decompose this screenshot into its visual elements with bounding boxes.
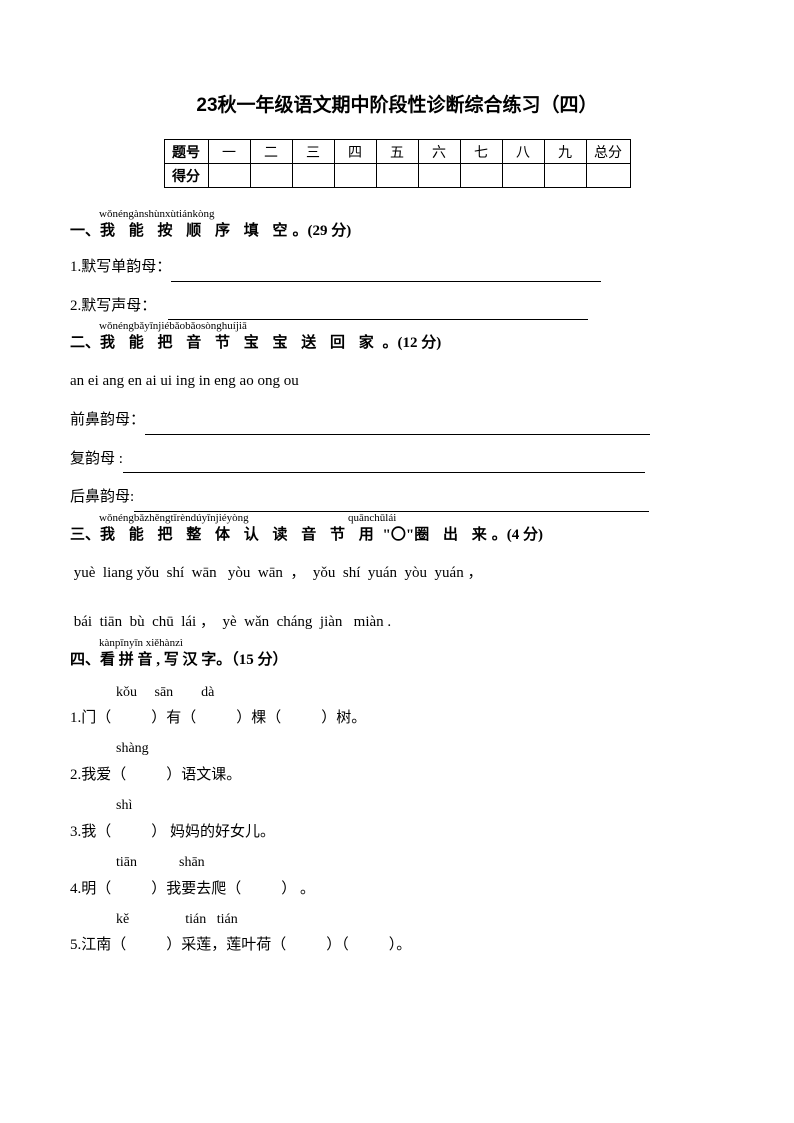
s4-item-3: shì 3.我（ ） 妈妈的好女儿。 xyxy=(70,795,724,846)
score-4 xyxy=(334,164,376,188)
s2-l3: 后鼻韵母: xyxy=(70,483,724,512)
s4-5-text: 5.江南（ ）采莲，莲叶荷（ ）（ ）。 xyxy=(70,931,724,960)
t: ）有（ xyxy=(151,710,196,726)
s2-l1: 前鼻韵母： xyxy=(70,406,724,435)
s4-1-text: 1.门（ ）有（ ）棵（ ）树。 xyxy=(70,704,724,733)
s4-item-2: shàng 2.我爱（ ）语文课。 xyxy=(70,738,724,789)
section-3: wǒnéngbǎzhěngtǐrèndúyīnjiéyòng quānchūlá… xyxy=(70,522,724,639)
s4-4-py: tiān shān xyxy=(116,852,724,874)
s4-pinyin: kànpīnyīn xiěhànzì xyxy=(99,634,183,654)
s3-pre: 三、 xyxy=(70,527,100,543)
s2-l3-label: 后鼻韵母: xyxy=(70,489,134,505)
t: ）语文课。 xyxy=(166,767,241,783)
section-1-heading: wǒnéngànshùnxùtiánkòng 一、我 能 按 顺 序 填 空。(… xyxy=(70,218,724,245)
s1-post: 。(29 分) xyxy=(293,223,352,239)
s2-pre: 二、 xyxy=(70,335,100,351)
s2-pinyin: wǒnéngbǎyīnjiébǎobǎosònghuíjiā xyxy=(99,317,247,337)
t: 1.门（ xyxy=(70,710,111,726)
t: ） 妈妈的好女儿。 xyxy=(151,824,275,840)
s1-pre: 一、 xyxy=(70,223,100,239)
score-1 xyxy=(208,164,250,188)
col-7: 七 xyxy=(460,140,502,164)
score-6 xyxy=(418,164,460,188)
score-total xyxy=(586,164,630,188)
s4-item-4: tiān shān 4.明（ ）我要去爬（ ） 。 xyxy=(70,852,724,903)
s1-q1: 1.默写单韵母： xyxy=(70,253,724,282)
s1-q1-label: 1.默写单韵母： xyxy=(70,259,171,275)
s4-item-1: kǒu sān dà 1.门（ ）有（ ）棵（ ）树。 xyxy=(70,682,724,733)
blank-line xyxy=(171,264,601,282)
s2-syllables: an ei ang en ai ui ing in eng ao ong ou xyxy=(70,365,724,398)
s4-3-py: shì xyxy=(116,795,724,817)
s3-post: 。(4 分) xyxy=(492,527,543,543)
s3-mid: "〇" xyxy=(379,527,414,543)
s4-2-py: shàng xyxy=(116,738,724,760)
col-8: 八 xyxy=(502,140,544,164)
col-4: 四 xyxy=(334,140,376,164)
col-9: 九 xyxy=(544,140,586,164)
t: ）（ xyxy=(326,937,349,953)
s3-pinyin2: quānchūlái xyxy=(348,509,396,529)
section-2-heading: wǒnéngbǎyīnjiébǎobǎosònghuíjiā 二、我 能 把 音… xyxy=(70,330,724,357)
s4-4-text: 4.明（ ）我要去爬（ ） 。 xyxy=(70,875,724,904)
blank-line xyxy=(145,417,650,435)
col-5: 五 xyxy=(376,140,418,164)
t: 5.江南（ xyxy=(70,937,126,953)
s4-5-py: kě tián tián xyxy=(116,909,724,931)
s3-pinyin1: wǒnéngbǎzhěngtǐrèndúyīnjiéyòng xyxy=(99,509,249,529)
s4-item-5: kě tián tián 5.江南（ ）采莲，莲叶荷（ ）（ ）。 xyxy=(70,909,724,960)
t: ）棵（ xyxy=(236,710,281,726)
s1-chars: 我 能 按 顺 序 填 空 xyxy=(100,223,293,239)
s2-chars: 我 能 把 音 节 宝 宝 送 回 家 xyxy=(100,335,379,351)
score-9 xyxy=(544,164,586,188)
col-3: 三 xyxy=(292,140,334,164)
t: 3.我（ xyxy=(70,824,111,840)
s4-3-text: 3.我（ ） 妈妈的好女儿。 xyxy=(70,818,724,847)
s2-l2: 复韵母 : xyxy=(70,445,724,474)
section-4: kànpīnyīn xiěhànzì 四、看 拼 音 , 写 汉 字。（15 分… xyxy=(70,647,724,960)
s1-q2-label: 2.默写声母： xyxy=(70,298,156,314)
score-8 xyxy=(502,164,544,188)
s2-l1-label: 前鼻韵母： xyxy=(70,412,145,428)
t: ）。 xyxy=(389,937,412,953)
s2-l2-label: 复韵母 : xyxy=(70,451,123,467)
section-4-heading: kànpīnyīn xiěhànzì 四、看 拼 音 , 写 汉 字。（15 分… xyxy=(70,647,724,674)
score-3 xyxy=(292,164,334,188)
page-title: 23秋一年级语文期中阶段性诊断综合练习（四） xyxy=(70,90,724,117)
s1-q2: 2.默写声母： xyxy=(70,292,724,321)
s4-1-py: kǒu sān dà xyxy=(116,682,724,704)
blank-line xyxy=(123,455,645,473)
s3-chars1: 我 能 把 整 体 认 读 音 节 用 xyxy=(100,527,379,543)
s2-post: 。(12 分) xyxy=(379,335,442,351)
score-table: 题号 一 二 三 四 五 六 七 八 九 总分 得分 xyxy=(164,139,631,188)
s4-heading-text: 四、看 拼 音 , 写 汉 字。（15 分） xyxy=(70,652,288,668)
score-7 xyxy=(460,164,502,188)
score-label: 得分 xyxy=(164,164,208,188)
score-2 xyxy=(250,164,292,188)
col-6: 六 xyxy=(418,140,460,164)
section-1: wǒnéngànshùnxùtiánkòng 一、我 能 按 顺 序 填 空。(… xyxy=(70,218,724,320)
t: 2.我爱（ xyxy=(70,767,126,783)
s4-2-text: 2.我爱（ ）语文课。 xyxy=(70,761,724,790)
s3-line1: yuè liang yǒu shí wān yòu wān ， yǒu shí … xyxy=(70,557,724,590)
section-3-heading: wǒnéngbǎzhěngtǐrèndúyīnjiéyòng quānchūlá… xyxy=(70,522,724,549)
t: ） 。 xyxy=(281,881,315,897)
t: ）采莲，莲叶荷（ xyxy=(166,937,286,953)
t: 4.明（ xyxy=(70,881,111,897)
th-label: 题号 xyxy=(164,140,208,164)
col-2: 二 xyxy=(250,140,292,164)
col-1: 一 xyxy=(208,140,250,164)
t: ）我要去爬（ xyxy=(151,881,241,897)
score-5 xyxy=(376,164,418,188)
col-total: 总分 xyxy=(586,140,630,164)
section-2: wǒnéngbǎyīnjiébǎobǎosònghuíjiā 二、我 能 把 音… xyxy=(70,330,724,512)
s3-chars2: 圈 出 来 xyxy=(414,527,492,543)
s1-pinyin: wǒnéngànshùnxùtiánkòng xyxy=(99,205,214,225)
t: ）树。 xyxy=(321,710,366,726)
